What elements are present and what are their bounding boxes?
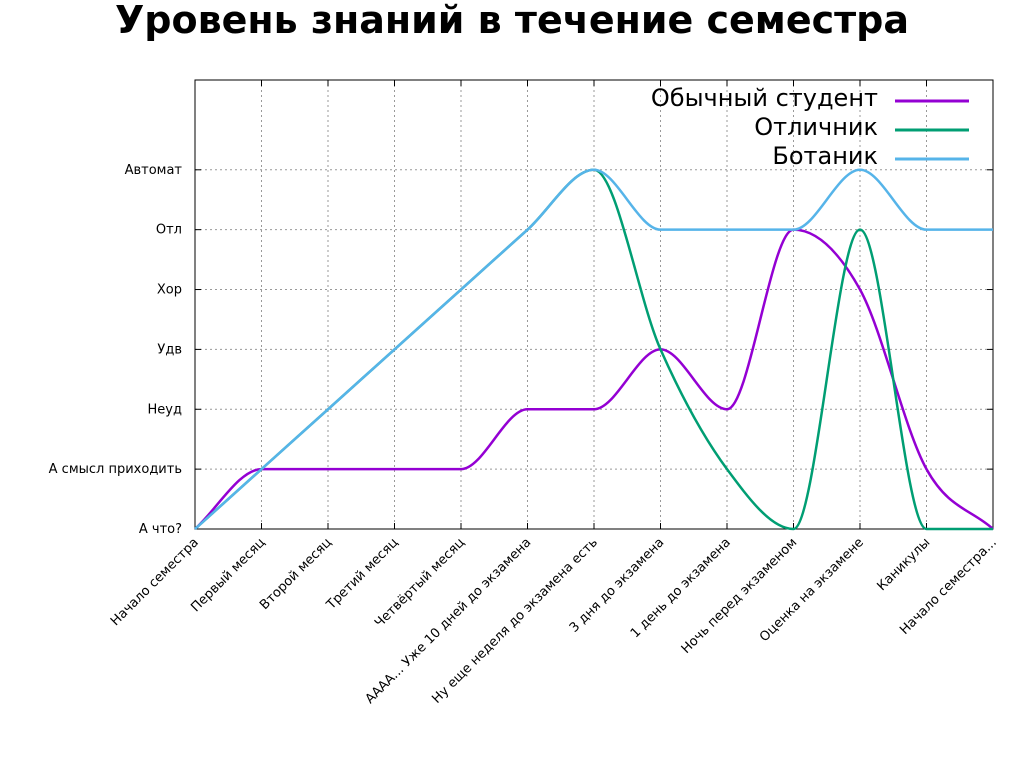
y-tick-label: А смысл приходить	[49, 462, 182, 477]
y-tick-label: Удв	[157, 342, 182, 357]
y-tick-label: Неуд	[148, 402, 182, 417]
plot-frame	[194, 79, 994, 530]
x-tick-label: Начало семестра	[108, 535, 202, 629]
legend-label: Обычный студент	[651, 84, 878, 112]
series-line-3	[194, 168, 993, 530]
y-tick-label: Автомат	[125, 163, 183, 178]
x-tick-label: Каникулы	[874, 535, 933, 594]
series-line-1	[194, 228, 994, 530]
x-tick-label: Ночь перед экзаменом	[679, 535, 801, 657]
y-tick-label: Отл	[156, 223, 182, 238]
legend-label: Отличник	[754, 113, 878, 141]
y-tick-labels: А что? А смысл приходить Неуд Удв Хор Отл Авто…	[49, 163, 183, 537]
legend-label: Ботаник	[772, 142, 878, 170]
y-tick-label: А что?	[139, 522, 182, 537]
series-lines	[194, 168, 994, 531]
chart-title: Уровень знаний в течение семестра	[115, 0, 909, 42]
y-tick-label: Хор	[157, 283, 182, 298]
x-tick-label: Второй месяц	[257, 535, 335, 613]
